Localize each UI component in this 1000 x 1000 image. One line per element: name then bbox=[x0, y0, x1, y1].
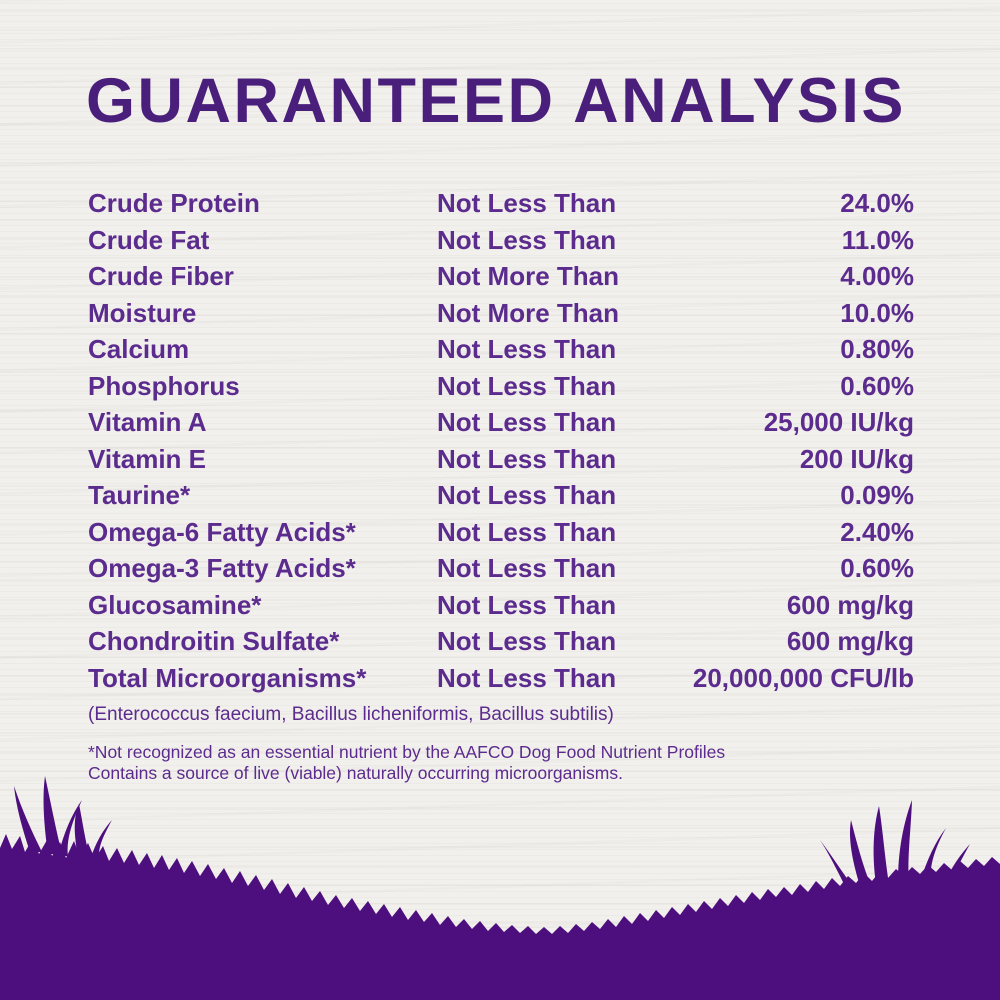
nutrient-condition: Not Less Than bbox=[437, 589, 617, 620]
page-title: GUARANTEED ANALYSIS bbox=[86, 66, 906, 136]
footnote-line: Contains a source of live (viable) natur… bbox=[88, 763, 623, 784]
nutrient-label: Phosphorus bbox=[88, 370, 240, 401]
table-row: Crude Protein Not Less Than 24.0% bbox=[88, 188, 914, 225]
nutrient-value: 4.00% bbox=[840, 261, 914, 291]
footnote-line: *Not recognized as an essential nutrient… bbox=[88, 742, 726, 762]
table-row: Crude Fiber Not More Than 4.00% bbox=[88, 261, 914, 298]
table-row: Vitamin A Not Less Than 25,000 IU/kg bbox=[88, 407, 914, 444]
nutrient-value: 600 mg/kg bbox=[786, 626, 914, 656]
analysis-table: Crude Protein Not Less Than 24.0% Crude … bbox=[88, 188, 914, 785]
nutrient-value: 0.09% bbox=[840, 480, 914, 510]
nutrient-condition: Not Less Than bbox=[437, 662, 617, 693]
nutrient-label: Crude Protein bbox=[88, 188, 260, 218]
nutrient-condition: Not More Than bbox=[437, 261, 619, 291]
footnotes: *Not recognized as an essential nutrient… bbox=[88, 742, 914, 785]
nutrient-condition: Not Less Than bbox=[437, 370, 617, 401]
microorganisms-note: (Enterococcus faecium, Bacillus lichenif… bbox=[88, 704, 614, 725]
nutrient-condition: Not Less Than bbox=[437, 224, 617, 255]
nutrient-value: 0.60% bbox=[840, 370, 914, 401]
table-row: Glucosamine* Not Less Than 600 mg/kg bbox=[88, 590, 914, 627]
table-row: Chondroitin Sulfate* Not Less Than 600 m… bbox=[88, 626, 914, 663]
nutrient-value: 24.0% bbox=[840, 188, 914, 218]
nutrient-condition: Not Less Than bbox=[437, 188, 617, 218]
table-row: Total Microorganisms* Not Less Than 20,0… bbox=[88, 663, 914, 700]
nutrient-value: 25,000 IU/kg bbox=[763, 407, 914, 437]
nutrient-condition: Not Less Than bbox=[437, 626, 617, 656]
nutrient-value: 20,000,000 CFU/lb bbox=[692, 662, 914, 693]
grass-silhouette bbox=[0, 776, 1000, 1000]
nutrient-label: Vitamin E bbox=[88, 443, 207, 474]
table-row: Omega-3 Fatty Acids* Not Less Than 0.60% bbox=[88, 553, 914, 590]
nutrient-value: 200 IU/kg bbox=[799, 443, 914, 474]
nutrient-label: Taurine* bbox=[88, 480, 191, 510]
nutrient-condition: Not Less Than bbox=[437, 480, 617, 510]
nutrient-label: Glucosamine* bbox=[88, 589, 262, 620]
nutrient-value: 0.60% bbox=[840, 553, 914, 583]
nutrient-label: Omega-6 Fatty Acids* bbox=[88, 516, 356, 547]
table-row: Vitamin E Not Less Than 200 IU/kg bbox=[88, 444, 914, 481]
nutrient-label: Calcium bbox=[88, 334, 190, 364]
nutrient-value: 10.0% bbox=[840, 297, 914, 328]
nutrient-label: Omega-3 Fatty Acids* bbox=[88, 553, 356, 583]
nutrient-label: Vitamin A bbox=[88, 407, 207, 437]
nutrient-value: 2.40% bbox=[840, 516, 914, 547]
table-row: Omega-6 Fatty Acids* Not Less Than 2.40% bbox=[88, 517, 914, 554]
nutrient-value: 0.80% bbox=[840, 334, 914, 364]
nutrient-label: Chondroitin Sulfate* bbox=[88, 626, 340, 656]
table-row: Phosphorus Not Less Than 0.60% bbox=[88, 371, 914, 408]
nutrient-condition: Not Less Than bbox=[437, 334, 617, 364]
nutrient-label: Total Microorganisms* bbox=[88, 662, 367, 693]
nutrient-value: 600 mg/kg bbox=[786, 589, 914, 620]
nutrient-condition: Not Less Than bbox=[437, 443, 617, 474]
table-row: Calcium Not Less Than 0.80% bbox=[88, 334, 914, 371]
nutrient-label: Crude Fat bbox=[88, 224, 210, 255]
nutrient-label: Moisture bbox=[88, 297, 197, 328]
nutrient-label: Crude Fiber bbox=[88, 261, 234, 291]
table-row: Taurine* Not Less Than 0.09% bbox=[88, 480, 914, 517]
nutrient-condition: Not Less Than bbox=[437, 553, 617, 583]
nutrient-value: 11.0% bbox=[841, 224, 914, 255]
nutrient-condition: Not More Than bbox=[437, 297, 619, 328]
nutrient-condition: Not Less Than bbox=[437, 407, 617, 437]
table-row: Crude Fat Not Less Than 11.0% bbox=[88, 225, 914, 262]
nutrient-condition: Not Less Than bbox=[437, 516, 617, 547]
table-row: Moisture Not More Than 10.0% bbox=[88, 298, 914, 335]
